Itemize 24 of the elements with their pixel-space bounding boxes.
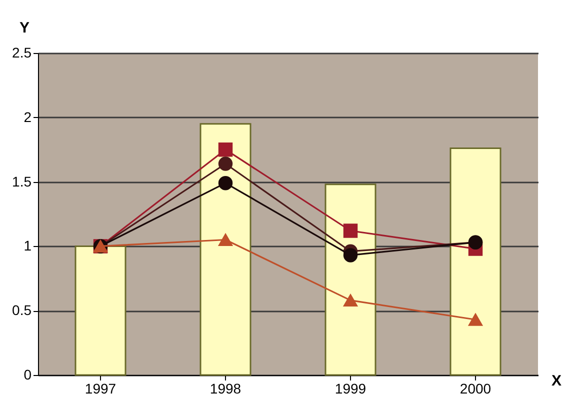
point (218, 156, 233, 171)
y-tick-label: 0 (24, 366, 32, 382)
point (343, 224, 358, 238)
y-tick-label: 2 (24, 108, 32, 125)
y-tick-label: 2.5 (12, 44, 32, 60)
x-tick-label: 2000 (460, 380, 492, 396)
point (343, 248, 358, 262)
x-tick-label: 1998 (210, 380, 242, 396)
point (343, 294, 358, 307)
y-tick-label: 1 (24, 238, 32, 254)
x-tick-label: 1999 (334, 380, 366, 396)
x-tick-label: 1997 (84, 380, 116, 396)
point (218, 176, 233, 190)
bar (324, 184, 376, 376)
bar (74, 245, 126, 376)
x-axis-title: X (551, 372, 562, 390)
bar (200, 123, 252, 376)
bar (450, 148, 502, 376)
point (468, 313, 483, 326)
y-axis-title: Y (19, 20, 30, 36)
y-tick-label: 0.5 (12, 302, 32, 318)
point (218, 142, 233, 157)
point (218, 234, 233, 246)
y-tick-label: 1.5 (12, 173, 32, 190)
